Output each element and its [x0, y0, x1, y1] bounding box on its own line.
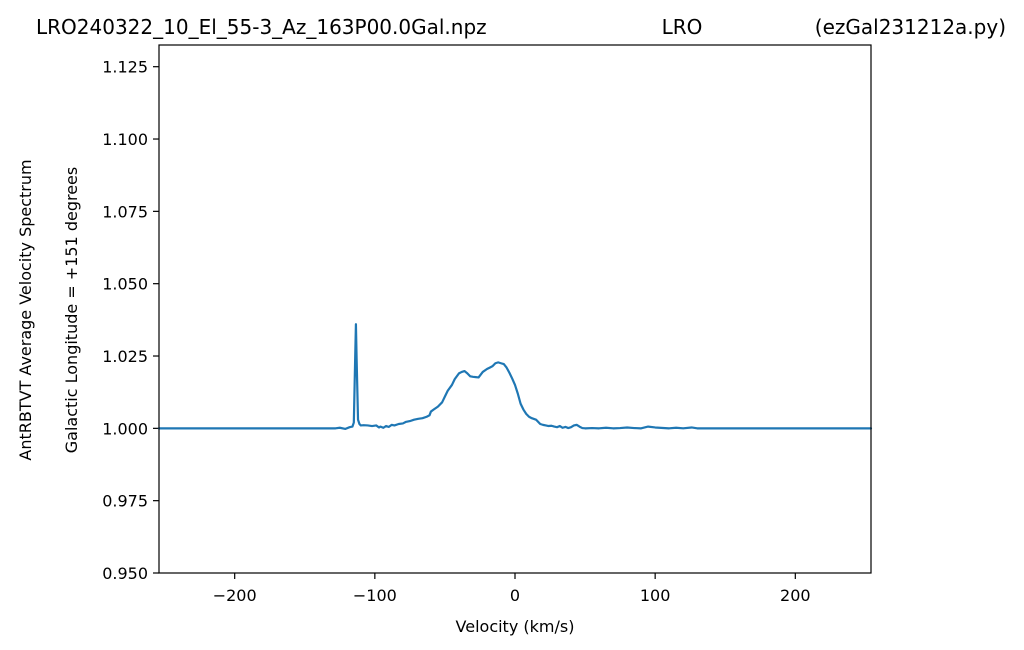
- x-axis-ticks: −200 −100 0 100 200: [213, 573, 811, 605]
- chart-title-filename: LRO240322_10_El_55-3_Az_163P00.0Gal.npz: [36, 15, 487, 39]
- y-tick-label: 1.100: [102, 130, 148, 149]
- x-tick-label: 0: [510, 586, 520, 605]
- y-tick-label: 0.975: [102, 492, 148, 511]
- y-tick-label: 1.025: [102, 347, 148, 366]
- plot-frame: [158, 44, 872, 574]
- y-axis-label-outer: AntRBTVT Average Velocity Spectrum: [16, 159, 35, 460]
- chart-title-observatory: LRO: [662, 15, 703, 39]
- y-tick-label: 1.125: [102, 58, 148, 77]
- y-axis-label-inner: Galactic Longitude = +151 degrees: [62, 167, 81, 453]
- x-axis-label: Velocity (km/s): [456, 617, 575, 636]
- y-tick-label: 1.075: [102, 202, 148, 221]
- x-tick-label: −100: [353, 586, 397, 605]
- y-axis-ticks: 0.950 0.975 1.000 1.025 1.050 1.075 1.100 1.125: [102, 58, 159, 583]
- y-tick-label: 1.000: [102, 419, 148, 438]
- y-tick-label: 1.050: [102, 275, 148, 294]
- y-tick-label: 0.950: [102, 564, 148, 583]
- chart-title-script: (ezGal231212a.py): [815, 15, 1006, 39]
- x-tick-label: 100: [640, 586, 671, 605]
- x-tick-label: 200: [780, 586, 811, 605]
- x-tick-label: −200: [213, 586, 257, 605]
- spectrum-line: [157, 323, 873, 431]
